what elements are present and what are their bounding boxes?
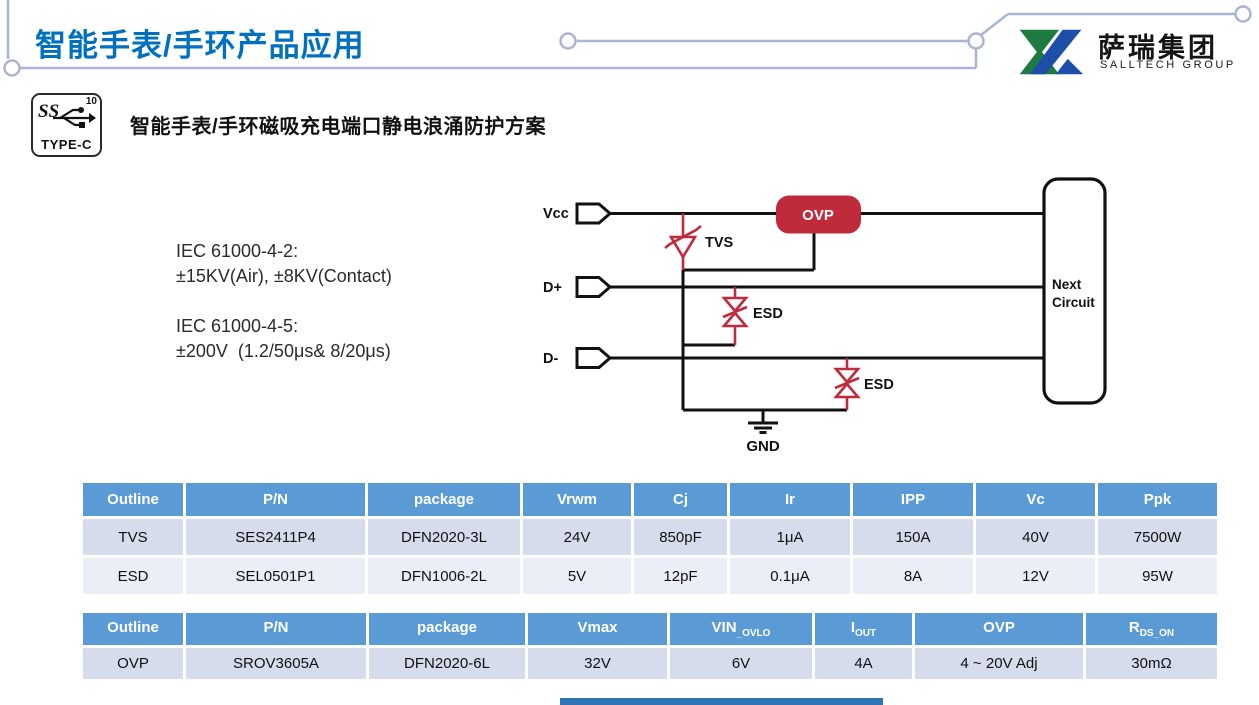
- tvs-diode-symbol: [664, 213, 702, 270]
- protection-circuit-diagram: OVP Next Circuit Vcc D+ D- TVS ESD ESD G…: [543, 177, 1107, 455]
- usb-10-label: 10: [85, 96, 97, 107]
- ovp-label: OVP: [802, 207, 834, 224]
- ovp-block: [776, 195, 861, 234]
- header-cell: IOUT: [815, 613, 915, 648]
- tvs-esd-spec-table: Outline P/N package Vrwm Cj Ir IPP Vc Pp…: [83, 483, 1220, 597]
- next-circuit-label-2: Circuit: [1052, 295, 1095, 310]
- vcc-label: Vcc: [543, 206, 569, 222]
- table-cell: 850pF: [634, 519, 730, 558]
- port-connectors: [575, 202, 613, 369]
- dplus-label: D+: [543, 280, 562, 296]
- usb-trident-icon: [53, 107, 96, 128]
- header-cell: VIN_OVLO: [670, 613, 815, 648]
- header-cell: Vmax: [528, 613, 670, 648]
- header-cell: Ppk: [1098, 483, 1220, 519]
- table-cell: ESD: [83, 558, 186, 597]
- header-cell: Ir: [730, 483, 853, 519]
- next-circuit-block: [1042, 177, 1107, 405]
- header-cell: Outline: [83, 483, 186, 519]
- company-logo: 萨瑞集团 SALLTECH GROUP: [1018, 26, 1248, 78]
- iec-standard-1: IEC 61000-4-2:: [176, 241, 299, 261]
- table-cell: 30mΩ: [1086, 648, 1220, 682]
- table-cell: DFN2020-3L: [368, 519, 523, 558]
- header-cell: package: [368, 483, 523, 519]
- iec-standard-2: IEC 61000-4-5:: [176, 316, 299, 336]
- dminus-label: D-: [543, 351, 558, 367]
- esd-label-dminus: ESD: [864, 377, 894, 393]
- table-cell: SEL0501P1: [186, 558, 368, 597]
- logo-name-cn: 萨瑞集团: [1098, 33, 1218, 63]
- logo-name-en: SALLTECH GROUP: [1100, 59, 1236, 71]
- header-cell: package: [369, 613, 528, 648]
- table-cell: 12pF: [634, 558, 730, 597]
- header-cell: OVP: [915, 613, 1086, 648]
- gnd-label: GND: [746, 438, 780, 455]
- header-cell: IPP: [853, 483, 976, 519]
- table-cell: 1μA: [730, 519, 853, 558]
- table-cell: 24V: [523, 519, 634, 558]
- table-cell: 32V: [528, 648, 670, 682]
- table-cell: 150A: [853, 519, 976, 558]
- header-cell: P/N: [186, 613, 369, 648]
- table-cell: 8A: [853, 558, 976, 597]
- table-cell: 0.1μA: [730, 558, 853, 597]
- table-cell: DFN1006-2L: [368, 558, 523, 597]
- solution-subtitle: 智能手表/手环磁吸充电端口静电浪涌防护方案: [130, 116, 547, 138]
- page-title: 智能手表/手环产品应用: [35, 28, 365, 63]
- header-cell: RDS_ON: [1086, 613, 1220, 648]
- next-circuit-label-1: Next: [1052, 277, 1082, 292]
- table-cell: DFN2020-6L: [369, 648, 528, 682]
- table-header-row: Outline P/N package Vrwm Cj Ir IPP Vc Pp…: [83, 483, 1220, 519]
- type-c-badge: SS 10 TYPE-C: [31, 93, 102, 157]
- tvs-label: TVS: [705, 235, 734, 251]
- iec-standard-1-value: ±15KV(Air), ±8KV(Contact): [176, 266, 392, 286]
- esd-diode-symbol-dminus: [833, 358, 861, 410]
- header-cell: Cj: [634, 483, 730, 519]
- table-cell: 6V: [670, 648, 815, 682]
- logo-mark-icon: [1019, 29, 1084, 75]
- esd-diode-symbol-dplus: [721, 287, 749, 345]
- table-row: OVP SROV3605A DFN2020-6L 32V 6V 4A 4 ~ 2…: [83, 648, 1220, 682]
- usb-ss-label: SS: [38, 101, 60, 122]
- table-cell: TVS: [83, 519, 186, 558]
- table-cell: OVP: [83, 648, 186, 682]
- iec-standards-block: IEC 61000-4-2: ±15KV(Air), ±8KV(Contact)…: [176, 239, 392, 364]
- table-cell: 95W: [1098, 558, 1220, 597]
- header-cell: Vc: [976, 483, 1098, 519]
- header-cell: Vrwm: [523, 483, 634, 519]
- table-header-row: Outline P/N package Vmax VIN_OVLO IOUT O…: [83, 613, 1220, 648]
- table-cell: 7500W: [1098, 519, 1220, 558]
- header-trace-decoration: [3, 0, 1252, 77]
- iec-standard-2-value: ±200V (1.2/50μs& 8/20μs): [176, 341, 391, 361]
- table-cell: 4A: [815, 648, 915, 682]
- footer-accent-bar: [560, 698, 883, 705]
- header-cell: Outline: [83, 613, 186, 648]
- table-cell: 40V: [976, 519, 1098, 558]
- table-cell: 4 ~ 20V Adj: [915, 648, 1086, 682]
- ovp-spec-table: Outline P/N package Vmax VIN_OVLO IOUT O…: [83, 613, 1220, 682]
- table-cell: 12V: [976, 558, 1098, 597]
- header-cell: P/N: [186, 483, 368, 519]
- table-cell: SES2411P4: [186, 519, 368, 558]
- table-row: ESD SEL0501P1 DFN1006-2L 5V 12pF 0.1μA 8…: [83, 558, 1220, 597]
- table-cell: 5V: [523, 558, 634, 597]
- table-row: TVS SES2411P4 DFN2020-3L 24V 850pF 1μA 1…: [83, 519, 1220, 558]
- type-c-label: TYPE-C: [41, 137, 92, 152]
- table-cell: SROV3605A: [186, 648, 369, 682]
- esd-label-dplus: ESD: [753, 306, 783, 322]
